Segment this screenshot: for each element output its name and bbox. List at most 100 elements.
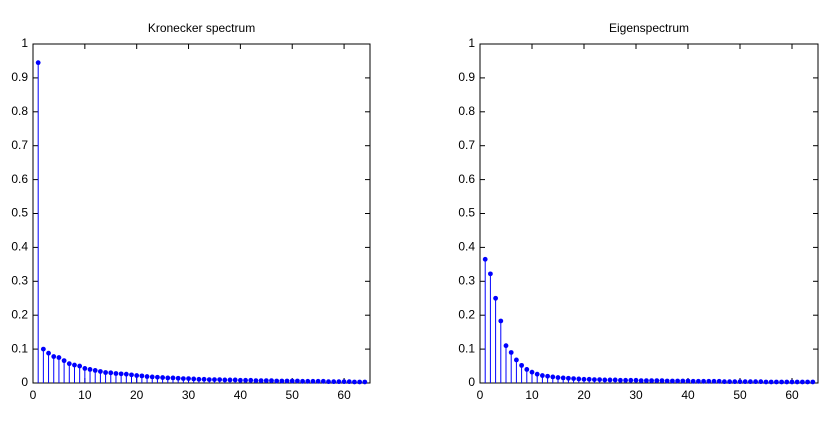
stem-marker	[488, 271, 493, 277]
stem-marker	[758, 379, 764, 385]
stem-marker	[66, 361, 72, 367]
stem-marker	[336, 379, 342, 385]
stem-marker	[237, 377, 243, 383]
stem-marker	[160, 375, 166, 380]
stem-marker	[279, 378, 285, 384]
stem-marker	[253, 378, 259, 384]
stem-marker	[35, 60, 41, 66]
y-tick-label: 0.5	[11, 206, 28, 220]
y-tick-label: 0.6	[458, 172, 475, 186]
stem-marker	[165, 375, 171, 381]
stem-marker	[331, 379, 337, 385]
stem-marker	[800, 379, 805, 385]
stem-marker	[711, 378, 717, 384]
y-tick-label: 0.4	[11, 240, 28, 254]
stem-marker	[155, 374, 160, 380]
x-tick-label: 40	[681, 388, 695, 402]
stem-marker	[659, 378, 665, 384]
stem-marker	[144, 374, 150, 379]
y-tick-label: 0.1	[458, 341, 475, 355]
stem-marker	[108, 370, 114, 376]
stem-marker	[534, 371, 540, 377]
chart-title: Eigenspectrum	[609, 21, 689, 35]
stem-marker	[222, 377, 228, 383]
stem-marker	[118, 371, 124, 377]
stem-marker	[87, 367, 93, 372]
stem-marker	[77, 363, 83, 369]
stem-marker	[191, 376, 197, 382]
y-tick-label: 0.8	[458, 104, 475, 118]
y-tick-label: 0	[468, 375, 475, 389]
y-tick-label: 0	[21, 375, 28, 389]
y-tick-label: 1	[468, 36, 475, 50]
stem-marker	[644, 378, 649, 384]
stem-marker	[305, 378, 311, 384]
stem-marker	[727, 379, 732, 385]
axes-box	[32, 43, 371, 384]
y-tick-label: 0.3	[458, 273, 475, 287]
stem-marker	[753, 379, 758, 385]
axes-box	[479, 43, 819, 384]
stem-marker	[295, 378, 300, 384]
stem-marker	[217, 377, 223, 383]
stem-marker	[72, 362, 77, 368]
stem-marker	[545, 373, 550, 379]
stem-marker	[352, 379, 357, 385]
stem-marker	[732, 379, 738, 385]
x-tick-label: 0	[30, 388, 37, 402]
stem-marker	[597, 377, 602, 383]
stem-marker	[690, 378, 696, 384]
stem-marker	[326, 379, 331, 385]
stem-marker	[61, 358, 67, 364]
stem-marker	[794, 379, 800, 385]
stem-marker	[92, 368, 98, 373]
y-tick-label: 0.3	[11, 273, 28, 287]
stem-marker	[196, 376, 202, 382]
stem-marker	[571, 376, 576, 381]
stem-marker	[263, 378, 269, 384]
stem-marker	[212, 377, 217, 383]
stem-marker	[805, 379, 810, 385]
stem-marker	[623, 377, 628, 383]
y-tick-label: 0.6	[11, 172, 28, 186]
stem-marker	[560, 375, 566, 381]
stem-marker	[607, 377, 613, 383]
stem-marker	[243, 377, 248, 383]
stem-marker	[763, 379, 769, 385]
stem-marker	[633, 377, 639, 383]
stem-marker	[201, 376, 207, 382]
x-tick-label: 60	[337, 388, 351, 402]
stem-marker	[555, 375, 561, 380]
stem-marker	[789, 379, 795, 385]
stem-marker	[581, 376, 587, 382]
y-tick-label: 0.1	[11, 341, 28, 355]
chart-title: Kronecker spectrum	[148, 21, 255, 35]
y-tick-label: 0.7	[458, 138, 475, 152]
stem-marker	[269, 378, 274, 384]
stem-marker	[722, 379, 727, 385]
x-tick-label: 30	[629, 388, 643, 402]
x-tick-label: 20	[130, 388, 144, 402]
stem-marker	[170, 375, 176, 381]
stem-marker	[514, 357, 519, 363]
stem-marker	[206, 377, 212, 383]
stem-marker	[737, 379, 743, 385]
stem-marker	[46, 350, 51, 356]
stem-marker	[134, 373, 140, 378]
x-tick-label: 0	[477, 388, 484, 402]
stem-marker	[784, 379, 790, 385]
stem-marker	[56, 355, 62, 360]
stem-marker	[284, 378, 290, 384]
stem-marker	[289, 378, 295, 384]
y-tick-label: 0.2	[458, 307, 475, 321]
x-tick-label: 50	[286, 388, 300, 402]
stem-marker	[315, 378, 321, 384]
stem-marker	[618, 377, 623, 383]
x-tick-label: 40	[234, 388, 248, 402]
stem-marker	[742, 379, 748, 385]
y-tick-label: 0.8	[11, 104, 28, 118]
stem-marker	[482, 256, 488, 262]
x-tick-label: 60	[785, 388, 799, 402]
stem-marker	[227, 377, 233, 383]
stem-marker	[586, 376, 592, 382]
